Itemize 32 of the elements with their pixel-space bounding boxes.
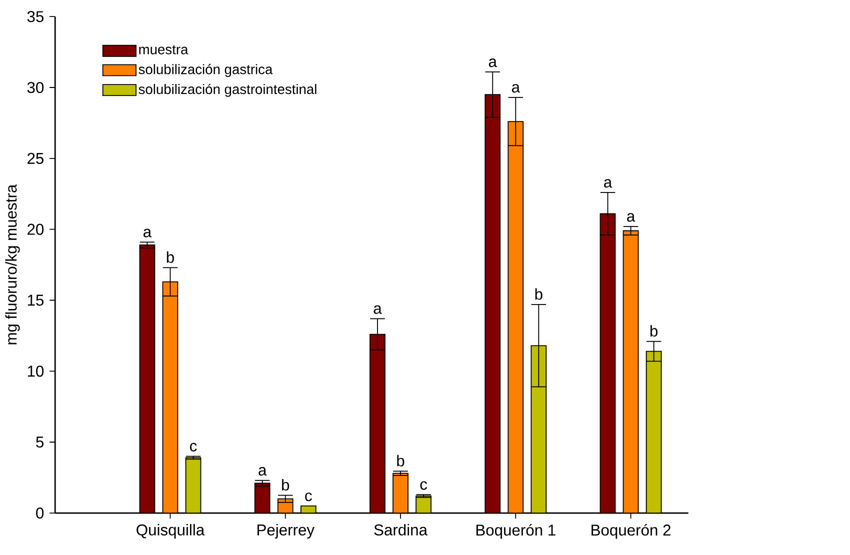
data-label: a: [258, 466, 267, 476]
data-label: c: [190, 442, 197, 452]
y-axis-title: mg fluoruro/kg muestra: [5, 184, 20, 344]
y-tick-label: 25: [28, 152, 44, 164]
y-tick-label: 20: [28, 224, 44, 235]
y-tick-label: 0: [36, 507, 44, 518]
x-tick-label: Quisquilla: [136, 524, 205, 538]
data-label: b: [397, 454, 404, 466]
x-tick-label: Boquerón 1: [476, 524, 556, 539]
legend-label: solubilización gastrointestinal: [138, 84, 316, 97]
data-label: c: [420, 481, 428, 490]
data-label: a: [627, 212, 636, 222]
data-label: b: [282, 478, 290, 490]
data-label: a: [512, 84, 520, 92]
x-tick-label: Pejerrey: [258, 524, 314, 538]
legend-label: solubilización gastrica: [138, 64, 273, 77]
data-label: a: [144, 228, 152, 238]
data-label: b: [535, 288, 542, 300]
x-tick-label: Sardina: [374, 524, 428, 536]
data-label: b: [166, 251, 174, 263]
legend-label: muestra: [139, 45, 188, 54]
data-label: a: [488, 58, 497, 67]
y-tick-label: 15: [28, 294, 44, 306]
x-tick-label: Boquerón 2: [592, 524, 670, 539]
y-tick-label: 5: [36, 436, 44, 448]
y-tick-label: 35: [27, 10, 44, 22]
data-label: c: [305, 492, 312, 501]
data-label: a: [604, 178, 612, 188]
y-tick-label: 10: [28, 365, 44, 377]
data-label: a: [374, 305, 382, 314]
data-label: b: [650, 324, 658, 336]
y-tick-label: 30: [27, 82, 44, 93]
